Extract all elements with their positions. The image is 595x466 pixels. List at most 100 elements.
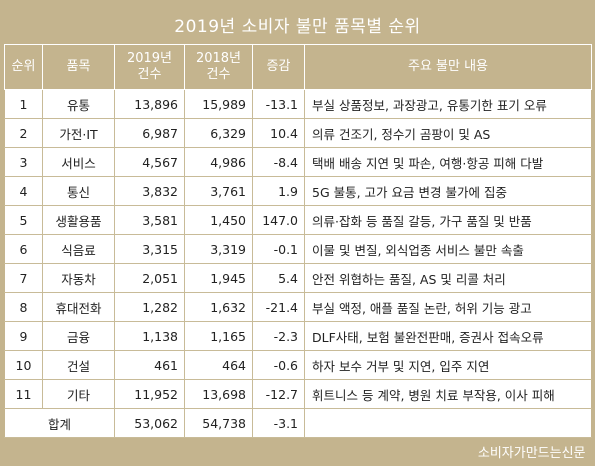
item-cell: 식음료 bbox=[42, 234, 115, 264]
header-2019-year: 2019년 bbox=[126, 51, 173, 66]
count-2018-cell: 13,698 bbox=[184, 379, 253, 409]
count-2018-cell: 15,989 bbox=[184, 89, 253, 119]
item-cell: 가전·IT bbox=[42, 118, 115, 148]
change-cell: -2.3 bbox=[252, 321, 305, 351]
header-2019-unit: 건수 bbox=[137, 67, 162, 82]
complaints-cell: 의류·잡화 등 품질 갈등, 가구 품질 및 반품 bbox=[304, 205, 592, 235]
item-cell: 생활용품 bbox=[42, 205, 115, 235]
count-2019-cell: 11,952 bbox=[114, 379, 185, 409]
change-cell: 1.9 bbox=[252, 176, 305, 206]
total-2019: 53,062 bbox=[114, 408, 185, 438]
count-2019-cell: 461 bbox=[114, 350, 185, 380]
complaints-cell: 부실 상품정보, 과장광고, 유통기한 표기 오류 bbox=[304, 89, 592, 119]
item-cell: 자동차 bbox=[42, 263, 115, 293]
table-row: 9 금융 1,138 1,165 -2.3 DLF사태, 보험 불완전판매, 증… bbox=[4, 321, 592, 351]
count-2019-cell: 1,282 bbox=[114, 292, 185, 322]
table-body: 1 유통 13,896 15,989 -13.1 부실 상품정보, 과장광고, … bbox=[4, 89, 592, 438]
rank-cell: 1 bbox=[4, 89, 43, 119]
table-row: 5 생활용품 3,581 1,450 147.0 의류·잡화 등 품질 갈등, … bbox=[4, 205, 592, 235]
change-cell: -21.4 bbox=[252, 292, 305, 322]
count-2019-cell: 3,315 bbox=[114, 234, 185, 264]
count-2019-cell: 2,051 bbox=[114, 263, 185, 293]
source-credit: 소비자가만드는신문 bbox=[4, 437, 592, 464]
item-cell: 휴대전화 bbox=[42, 292, 115, 322]
total-change: -3.1 bbox=[252, 408, 305, 438]
header-2018-unit: 건수 bbox=[206, 67, 231, 82]
ranking-table-figure: 2019년 소비자 불만 품목별 순위 순위 품목 2019년 건수 2018년… bbox=[4, 4, 592, 464]
rank-cell: 2 bbox=[4, 118, 43, 148]
item-cell: 통신 bbox=[42, 176, 115, 206]
table-row: 10 건설 461 464 -0.6 하자 보수 거부 및 지연, 입주 지연 bbox=[4, 350, 592, 380]
header-2019-count: 2019년 건수 bbox=[114, 44, 185, 90]
rank-cell: 10 bbox=[4, 350, 43, 380]
complaints-cell: 안전 위협하는 품질, AS 및 리콜 처리 bbox=[304, 263, 592, 293]
rank-cell: 7 bbox=[4, 263, 43, 293]
table-row: 8 휴대전화 1,282 1,632 -21.4 부실 액정, 애플 품질 논란… bbox=[4, 292, 592, 322]
change-cell: -0.6 bbox=[252, 350, 305, 380]
count-2019-cell: 3,832 bbox=[114, 176, 185, 206]
complaints-cell: 5G 불통, 고가 요금 변경 불가에 집중 bbox=[304, 176, 592, 206]
rank-cell: 9 bbox=[4, 321, 43, 351]
table-row: 2 가전·IT 6,987 6,329 10.4 의류 건조기, 정수기 곰팡이… bbox=[4, 118, 592, 148]
complaints-cell: DLF사태, 보험 불완전판매, 증권사 접속오류 bbox=[304, 321, 592, 351]
count-2018-cell: 6,329 bbox=[184, 118, 253, 148]
count-2019-cell: 13,896 bbox=[114, 89, 185, 119]
rank-cell: 5 bbox=[4, 205, 43, 235]
item-cell: 유통 bbox=[42, 89, 115, 119]
source-row: 소비자가만드는신문 bbox=[4, 437, 592, 464]
table-row: 6 식음료 3,315 3,319 -0.1 이물 및 변질, 외식업종 서비스… bbox=[4, 234, 592, 264]
total-complaints bbox=[304, 408, 592, 438]
count-2018-cell: 4,986 bbox=[184, 147, 253, 177]
count-2018-cell: 1,165 bbox=[184, 321, 253, 351]
item-cell: 건설 bbox=[42, 350, 115, 380]
table-row: 4 통신 3,832 3,761 1.9 5G 불통, 고가 요금 변경 불가에… bbox=[4, 176, 592, 206]
complaints-cell: 이물 및 변질, 외식업종 서비스 불만 속출 bbox=[304, 234, 592, 264]
table-row: 3 서비스 4,567 4,986 -8.4 택배 배송 지연 및 파손, 여행… bbox=[4, 147, 592, 177]
change-cell: 10.4 bbox=[252, 118, 305, 148]
change-cell: 147.0 bbox=[252, 205, 305, 235]
rank-cell: 4 bbox=[4, 176, 43, 206]
header-complaints: 주요 불만 내용 bbox=[304, 44, 592, 90]
table-row: 1 유통 13,896 15,989 -13.1 부실 상품정보, 과장광고, … bbox=[4, 89, 592, 119]
count-2018-cell: 3,319 bbox=[184, 234, 253, 264]
complaints-cell: 하자 보수 거부 및 지연, 입주 지연 bbox=[304, 350, 592, 380]
count-2018-cell: 1,632 bbox=[184, 292, 253, 322]
count-2018-cell: 3,761 bbox=[184, 176, 253, 206]
change-cell: -12.7 bbox=[252, 379, 305, 409]
complaints-cell: 휘트니스 등 계약, 병원 치료 부작용, 이사 피해 bbox=[304, 379, 592, 409]
table-row: 7 자동차 2,051 1,945 5.4 안전 위협하는 품질, AS 및 리… bbox=[4, 263, 592, 293]
change-cell: -13.1 bbox=[252, 89, 305, 119]
rank-cell: 8 bbox=[4, 292, 43, 322]
total-2018: 54,738 bbox=[184, 408, 253, 438]
count-2018-cell: 1,945 bbox=[184, 263, 253, 293]
item-cell: 금융 bbox=[42, 321, 115, 351]
complaints-cell: 의류 건조기, 정수기 곰팡이 및 AS bbox=[304, 118, 592, 148]
header-row: 순위 품목 2019년 건수 2018년 건수 증감 주요 불만 내용 bbox=[4, 44, 592, 90]
header-2018-count: 2018년 건수 bbox=[184, 44, 253, 90]
item-cell: 기타 bbox=[42, 379, 115, 409]
count-2018-cell: 1,450 bbox=[184, 205, 253, 235]
table-row: 11 기타 11,952 13,698 -12.7 휘트니스 등 계약, 병원 … bbox=[4, 379, 592, 409]
complaints-cell: 택배 배송 지연 및 파손, 여행·항공 피해 다발 bbox=[304, 147, 592, 177]
total-label: 합계 bbox=[4, 408, 115, 438]
item-cell: 서비스 bbox=[42, 147, 115, 177]
complaints-cell: 부실 액정, 애플 품질 논란, 허위 기능 광고 bbox=[304, 292, 592, 322]
count-2019-cell: 3,581 bbox=[114, 205, 185, 235]
total-row: 합계 53,062 54,738 -3.1 bbox=[4, 408, 592, 438]
complaints-table: 순위 품목 2019년 건수 2018년 건수 증감 주요 불만 내용 1 유통… bbox=[4, 44, 592, 464]
count-2019-cell: 6,987 bbox=[114, 118, 185, 148]
change-cell: -8.4 bbox=[252, 147, 305, 177]
table-title: 2019년 소비자 불만 품목별 순위 bbox=[174, 16, 421, 37]
count-2019-cell: 1,138 bbox=[114, 321, 185, 351]
count-2018-cell: 464 bbox=[184, 350, 253, 380]
header-change: 증감 bbox=[252, 44, 305, 90]
header-2018-year: 2018년 bbox=[195, 51, 242, 66]
rank-cell: 3 bbox=[4, 147, 43, 177]
rank-cell: 11 bbox=[4, 379, 43, 409]
change-cell: 5.4 bbox=[252, 263, 305, 293]
header-rank: 순위 bbox=[4, 44, 43, 90]
rank-cell: 6 bbox=[4, 234, 43, 264]
count-2019-cell: 4,567 bbox=[114, 147, 185, 177]
change-cell: -0.1 bbox=[252, 234, 305, 264]
header-item: 품목 bbox=[42, 44, 115, 90]
